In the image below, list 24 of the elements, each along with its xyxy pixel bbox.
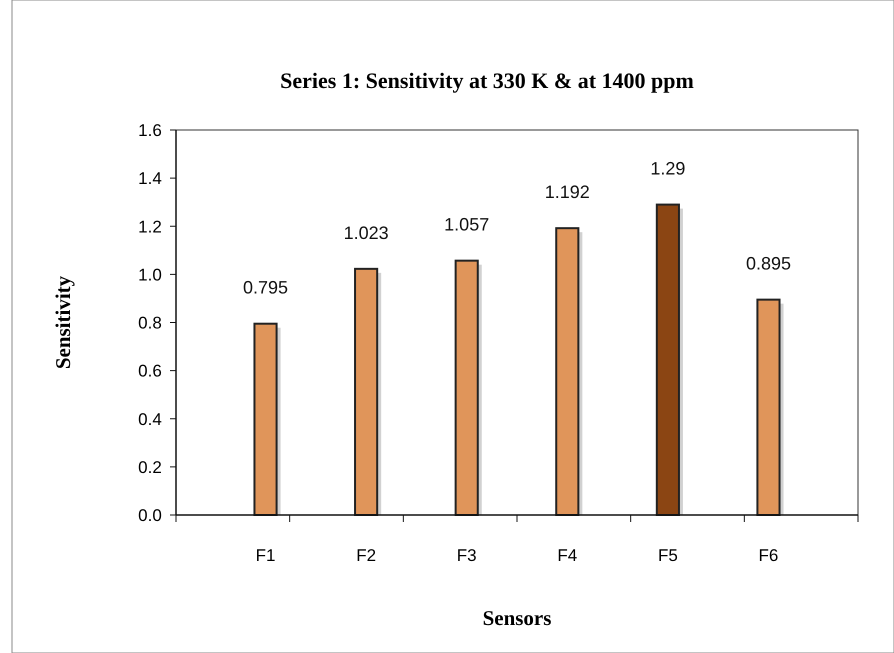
x-tick-label: F5 [658,546,678,565]
x-tick-label: F2 [356,546,376,565]
y-tick-label: 1.6 [138,121,162,140]
y-tick-label: 0.2 [138,458,162,477]
y-tick-label: 1.2 [138,217,162,236]
data-label: 1.192 [544,182,590,202]
data-label: 1.023 [344,222,389,243]
x-tick-label: F6 [758,546,778,565]
y-tick-label: 0.0 [138,506,162,525]
y-tick-label: 0.8 [138,314,162,332]
data-label: 1.057 [444,214,490,235]
y-tick-label: 1.0 [138,265,162,284]
data-label: 0.795 [243,278,288,298]
x-tick-label: F3 [456,546,477,565]
x-tick-label: F1 [256,546,276,565]
y-tick-label: 0.6 [138,362,162,381]
y-tick-label: 0.4 [138,410,162,429]
chart-title: Series 1: Sensitivity at 330 K & at 1400 ppm [280,68,694,93]
x-tick-label: F4 [557,546,578,565]
y-tick-label: 1.4 [138,169,162,188]
data-label: 1.29 [650,158,686,179]
y-axis-title: Sensitivity [51,275,75,370]
x-axis-title: Sensors [482,606,552,630]
data-label: 0.895 [746,254,791,274]
